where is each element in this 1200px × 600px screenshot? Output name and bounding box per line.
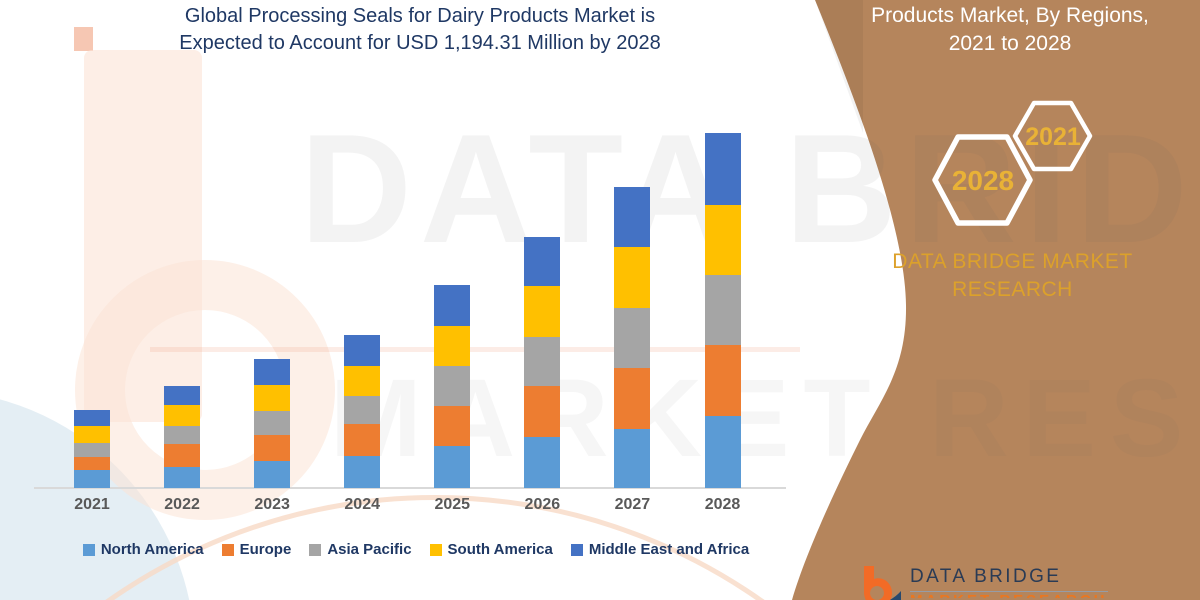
bar-segment-2028-south-america xyxy=(704,204,741,275)
bar-segment-2026-south-america xyxy=(524,285,561,337)
chart-title-line1: Global Processing Seals for Dairy Produc… xyxy=(184,5,656,27)
footer-brand: DATA BRIDGE xyxy=(910,566,1108,592)
legend-marker xyxy=(221,543,234,556)
watermark-text-line2: MARKET RESEARCH xyxy=(330,357,1200,480)
x-axis-label-2027: 2027 xyxy=(614,496,651,513)
chart-legend: North America Europe Asia Pacific South Ame… xyxy=(40,541,792,558)
panel-heading-line2: 2021 to 2028 xyxy=(948,32,1072,55)
panel-brand-line1: DATA BRIDGE MARKET xyxy=(892,250,1133,273)
footer-sub-clip: MARKET RESEARCH xyxy=(910,592,1108,598)
bar-segment-2025-middle-east-and-africa xyxy=(434,284,471,327)
x-axis-label-2021: 2021 xyxy=(74,496,110,513)
bar-segment-2025-south-america xyxy=(434,326,471,367)
bar-segment-2028-north-america xyxy=(704,416,741,488)
bar-segment-2021-north-america xyxy=(74,470,110,488)
bar-segment-2025-europe xyxy=(434,405,471,447)
data-bridge-logo-icon xyxy=(864,566,901,600)
brown-panel-dark-triangle xyxy=(815,0,863,133)
bar-segment-2023-europe xyxy=(254,434,291,462)
hexagon-2021 xyxy=(1012,100,1093,172)
bar-segment-2026-europe xyxy=(524,385,561,437)
pink-band-decoration xyxy=(150,347,800,352)
bar-segment-2025-asia-pacific xyxy=(434,366,471,406)
legend-label: Europe xyxy=(239,541,292,558)
legend-marker xyxy=(429,543,442,556)
legend-marker xyxy=(82,543,95,556)
x-axis-label-2025: 2025 xyxy=(434,496,471,513)
bar-segment-2023-south-america xyxy=(254,384,291,412)
chart-title: Global Processing Seals for Dairy Produc… xyxy=(50,3,790,57)
bar-segment-2022-north-america xyxy=(164,467,201,488)
bar-segment-2025-north-america xyxy=(434,446,471,488)
bar-segment-2022-europe xyxy=(164,444,201,467)
logo-b-glyph xyxy=(864,566,892,600)
bar-segment-2021-europe xyxy=(74,457,110,470)
bar-segment-2022-middle-east-and-africa xyxy=(164,385,201,405)
legend-item-north-america: North America xyxy=(82,541,204,558)
bar-segment-2023-middle-east-and-africa xyxy=(254,358,291,385)
bar-segment-2021-middle-east-and-africa xyxy=(74,409,110,427)
legend-marker xyxy=(309,543,322,556)
hexagon-2028-label: 2028 xyxy=(952,165,1014,196)
bar-segment-2028-europe xyxy=(704,344,741,417)
bar-segment-2027-north-america xyxy=(614,429,651,488)
bar-segment-2021-asia-pacific xyxy=(74,443,110,458)
bar-segment-2027-south-america xyxy=(614,247,651,309)
legend-item-middle-east-and-africa: Middle East and Africa xyxy=(570,541,750,558)
hexagon-2021-label: 2021 xyxy=(1025,123,1081,151)
logo-watermark-accent xyxy=(74,27,93,51)
legend-item-asia-pacific: Asia Pacific xyxy=(309,541,412,558)
bar-segment-2023-asia-pacific xyxy=(254,411,291,435)
legend-marker xyxy=(570,543,583,556)
bar-segment-2028-middle-east-and-africa xyxy=(704,133,741,205)
x-axis-label-2022: 2022 xyxy=(164,496,200,513)
bar-segment-2021-south-america xyxy=(74,426,110,443)
bar-segment-2026-middle-east-and-africa xyxy=(524,237,561,286)
legend-label: Asia Pacific xyxy=(327,541,412,558)
bar-segment-2024-europe xyxy=(344,424,381,457)
bar-segment-2023-north-america xyxy=(254,461,291,488)
hexagon-badges: 2028 2021 xyxy=(932,100,1093,226)
legend-item-europe: Europe xyxy=(221,541,292,558)
bar-segment-2022-south-america xyxy=(164,404,201,426)
panel-brand-line2: RESEARCH xyxy=(952,278,1073,301)
bar-segment-2024-north-america xyxy=(344,456,381,488)
bar-segment-2026-north-america xyxy=(524,437,561,488)
bar-segment-2026-asia-pacific xyxy=(524,337,561,386)
bar-segment-2028-asia-pacific xyxy=(704,274,741,345)
footer-logo: DATA BRIDGE MARKET RESEARCH xyxy=(856,566,1108,600)
bar-segment-2024-south-america xyxy=(344,365,381,397)
legend-label: South America xyxy=(447,541,553,558)
panel-heading-line1: Products Market, By Regions, xyxy=(871,4,1149,27)
bar-segment-2024-middle-east-and-africa xyxy=(344,335,381,366)
panel-heading: Products Market, By Regions, 2021 to 202… xyxy=(820,2,1200,58)
bar-segment-2024-asia-pacific xyxy=(344,396,381,424)
legend-item-south-america: South America xyxy=(429,541,553,558)
footer-logo-text: DATA BRIDGE MARKET RESEARCH xyxy=(910,566,1108,598)
legend-label: North America xyxy=(100,541,204,558)
legend-label: Middle East and Africa xyxy=(588,541,750,558)
x-axis-label-2028: 2028 xyxy=(704,496,741,513)
x-axis-line xyxy=(34,487,786,489)
logo-swoosh xyxy=(889,591,901,600)
x-axis-label-2023: 2023 xyxy=(254,496,290,513)
x-axis-label-2026: 2026 xyxy=(524,496,561,513)
bar-segment-2027-middle-east-and-africa xyxy=(614,187,651,247)
panel-brand-text: DATA BRIDGE MARKET RESEARCH xyxy=(880,248,1145,304)
hexagon-2028 xyxy=(932,134,1033,226)
brown-panel-shape xyxy=(792,0,1200,600)
chart-title-line2: Expected to Account for USD 1,194.31 Mil… xyxy=(179,32,661,54)
bar-segment-2022-asia-pacific xyxy=(164,425,201,444)
x-axis-label-2024: 2024 xyxy=(344,496,380,513)
watermark-text-line1: DATA BRIDGE xyxy=(300,102,1200,275)
footer-sub: MARKET RESEARCH xyxy=(910,592,1108,598)
bar-segment-2027-europe xyxy=(614,368,651,429)
bar-segment-2027-asia-pacific xyxy=(614,308,651,369)
